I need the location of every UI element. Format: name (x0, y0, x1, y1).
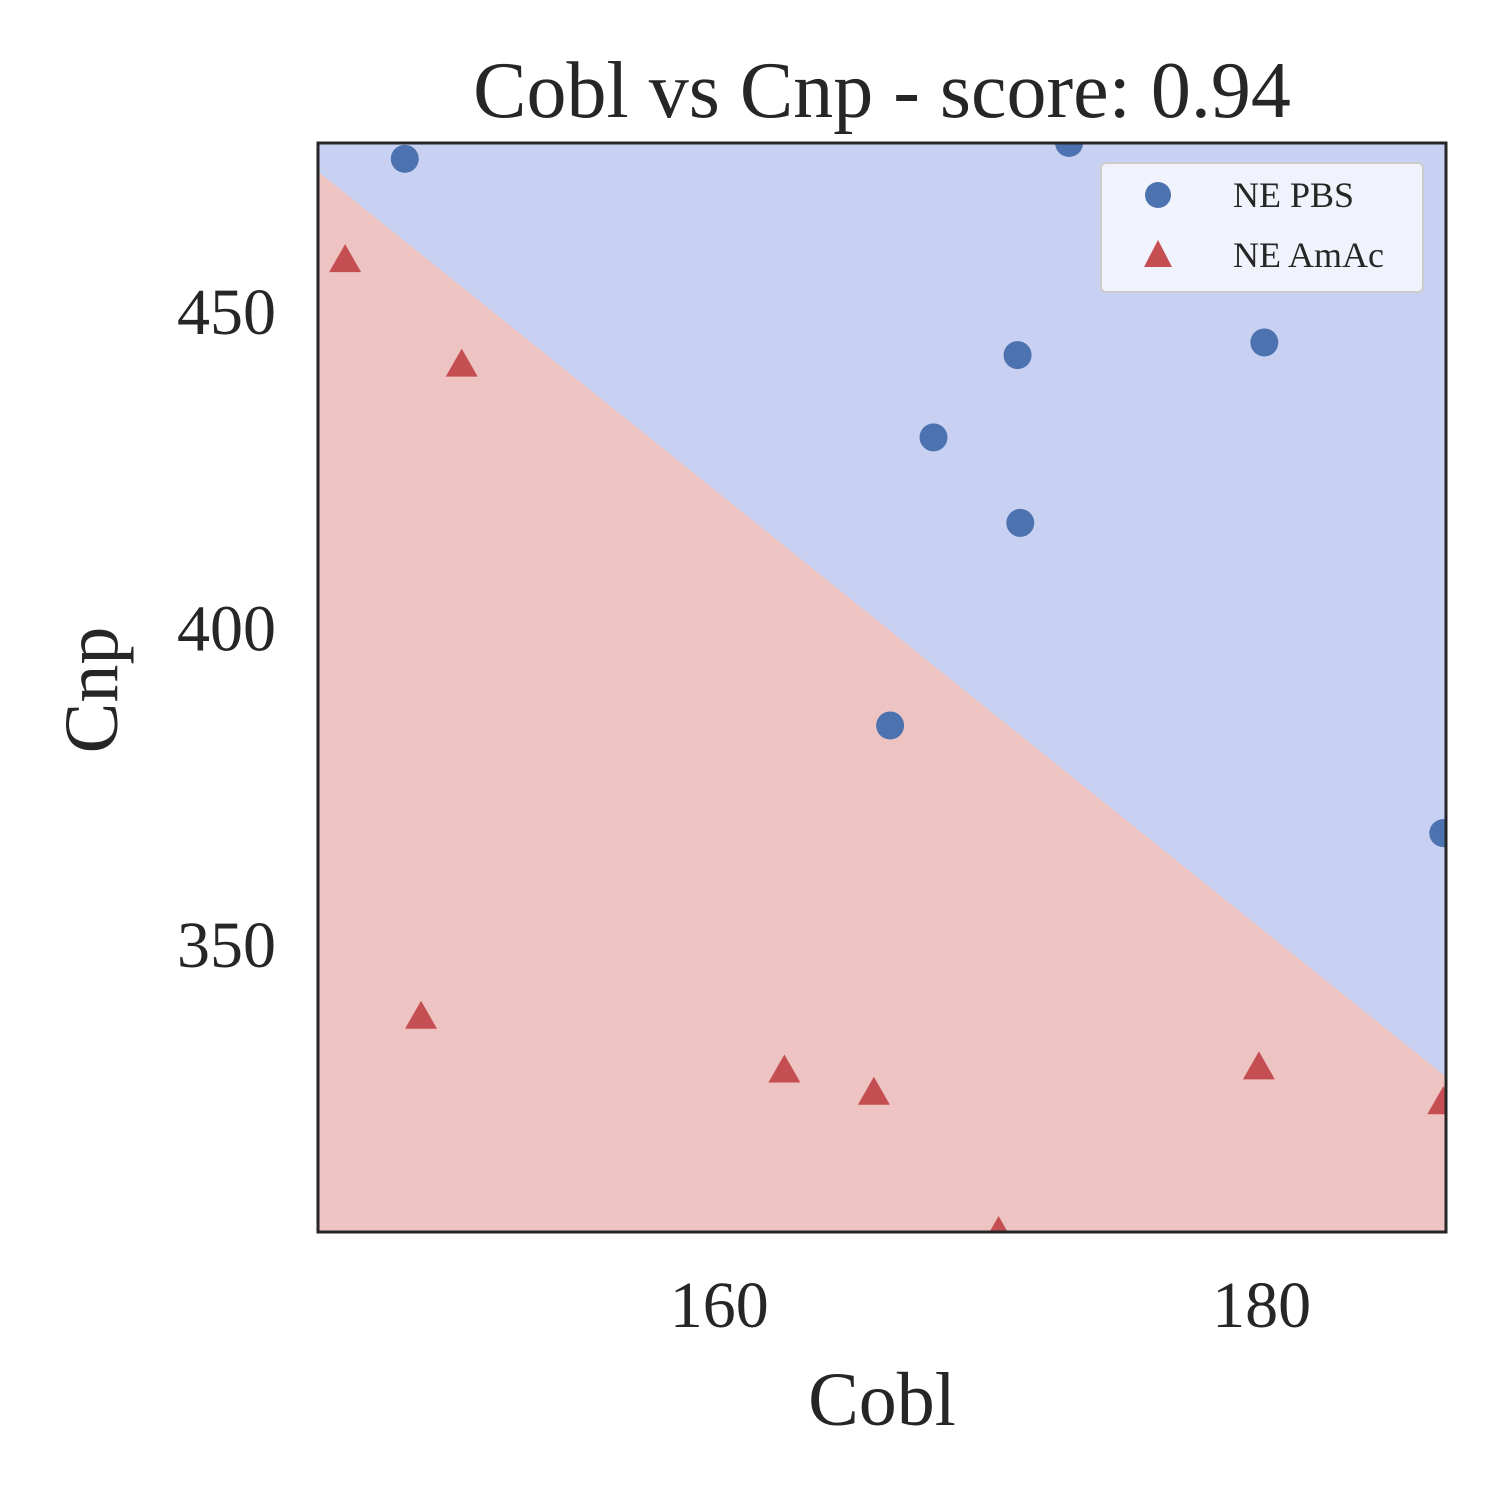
data-point-ne-pbs-0 (390, 144, 419, 173)
legend: NE PBS NE AmAc (1100, 162, 1424, 293)
legend-label-ne-pbs: NE PBS (1233, 175, 1354, 215)
data-point-ne-pbs-1 (1055, 143, 1084, 157)
data-point-ne-amac-5 (1242, 1051, 1275, 1080)
data-point-ne-amac-0 (329, 244, 362, 273)
y-axis-label: Cnp (50, 627, 134, 754)
legend-marker-ne-amac (1144, 240, 1172, 267)
legend-marker-ne-pbs (1145, 182, 1171, 208)
y-tick-label-1: 400 (177, 592, 276, 665)
x-tick-label-0: 160 (670, 1269, 769, 1342)
data-point-ne-pbs-3 (1003, 341, 1032, 370)
ticks-layer: 160 180 350 400 450 (177, 276, 1311, 1342)
data-point-ne-pbs-7 (1429, 819, 1446, 848)
data-point-ne-amac-6 (1427, 1086, 1446, 1115)
y-tick-label-0: 350 (177, 909, 276, 982)
plot-frame (316, 141, 1448, 1234)
legend-label-ne-amac: NE AmAc (1233, 235, 1384, 275)
data-point-ne-pbs-6 (876, 711, 905, 740)
legend-box (1100, 162, 1424, 293)
region-upper (318, 143, 1446, 1077)
data-point-ne-amac-3 (768, 1054, 801, 1083)
points-layer (329, 143, 1446, 1232)
x-axis-label: Cobl (808, 1358, 956, 1442)
y-tick-label-2: 450 (177, 276, 276, 349)
data-point-ne-pbs-2 (919, 423, 948, 452)
chart-title: Cobl vs Cnp - score: 0.94 (473, 47, 1291, 135)
data-point-ne-pbs-4 (1250, 328, 1279, 357)
data-point-ne-pbs-5 (1006, 508, 1035, 537)
data-point-ne-amac-2 (405, 1000, 438, 1029)
data-point-ne-amac-7 (989, 1216, 1008, 1232)
data-point-ne-amac-4 (857, 1076, 890, 1105)
data-point-ne-amac-1 (445, 348, 478, 377)
x-tick-label-1: 180 (1212, 1269, 1311, 1342)
